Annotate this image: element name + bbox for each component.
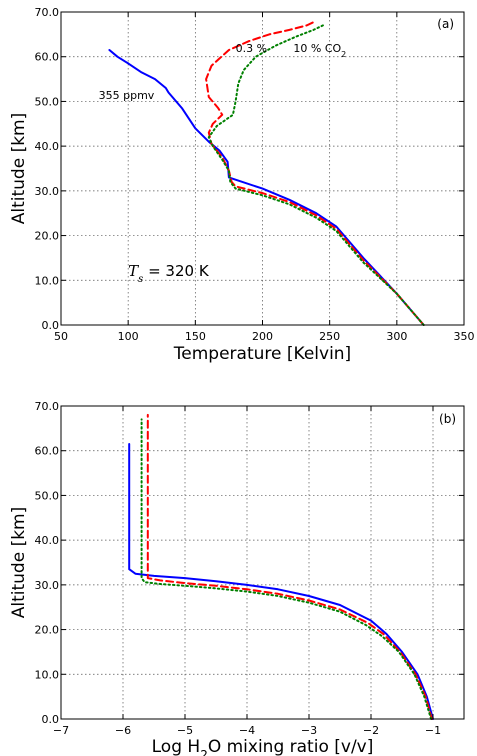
panel-b-xtick-label: −5	[177, 724, 193, 737]
annotation-0-3-percent: 0.3 %	[236, 42, 267, 55]
panel-a-ytick-label: 50.0	[35, 95, 60, 108]
panel-a-xtick-label: 200	[252, 330, 273, 343]
panel-b-ytick-label: 20.0	[35, 624, 60, 637]
panel-a-series	[108, 19, 425, 326]
panel-a-xtick-label: 100	[118, 330, 139, 343]
panel-a: 50 100 150 200 250 300 350 0.0 10.0 20.0 30.0 40.0 5…	[9, 6, 475, 364]
panel-a-ytick-label: 10.0	[35, 274, 60, 287]
panel-a-ytick-label: 0.0	[42, 319, 60, 332]
panel-a-label: (a)	[437, 17, 454, 31]
panel-b-ytick-label: 50.0	[35, 489, 60, 502]
panel-b-ytick-label: 30.0	[35, 579, 60, 592]
panel-a-xtick-label: 350	[454, 330, 475, 343]
panel-b-ticks: −7 −6 −5 −4 −3 −2 −1 0.0 10.0 20.0 30.0 40.0 50.0 60.…	[35, 400, 464, 737]
panel-b-series-dashed-line	[146, 413, 433, 720]
panel-b-ytick-label: 10.0	[35, 668, 60, 681]
panel-a-ytick-label: 40.0	[35, 140, 60, 153]
panel-b-ytick-label: 0.0	[42, 713, 60, 726]
panel-a-xtick-label: 50	[54, 330, 68, 343]
panel-b-xtick-label: −1	[425, 724, 441, 737]
panel-b-xlabel: Log H2O mixing ratio [v/v]	[152, 737, 374, 756]
annotation-10-percent-co2: 10 % CO2	[293, 42, 346, 59]
panel-a-ytick-label: 60.0	[35, 51, 60, 64]
panel-b-xtick-label: −2	[363, 724, 379, 737]
panel-a-xtick-label: 250	[319, 330, 340, 343]
panel-b-ylabel: Altitude [km]	[9, 507, 29, 619]
panel-b-ytick-label: 70.0	[35, 400, 60, 413]
panel-a-ytick-label: 30.0	[35, 185, 60, 198]
annotation-355-ppmv: 355 ppmv	[99, 89, 155, 102]
annotation-surface-temperature: Ts = 320 K	[128, 262, 210, 285]
panel-b-xtick-label: −7	[53, 724, 69, 737]
panel-b-ytick-label: 40.0	[35, 534, 60, 547]
panel-b-series	[128, 413, 434, 720]
panel-b-xtick-label: −6	[115, 724, 131, 737]
panel-a-ylabel: Altitude [km]	[9, 113, 29, 225]
panel-a-ytick-label: 20.0	[35, 230, 60, 243]
panel-b: −7 −6 −5 −4 −3 −2 −1 0.0 10.0 20.0 30.0 40.0 50.0 60.…	[9, 400, 465, 756]
panel-b-grid	[60, 405, 464, 720]
panel-a-series-dashed-line	[205, 19, 425, 326]
panel-a-series-solid-line	[108, 49, 425, 326]
panel-a-series-dotted-line	[207, 24, 425, 326]
panel-a-ytick-label: 70.0	[35, 6, 60, 19]
panel-a-xtick-label: 300	[386, 330, 407, 343]
panel-a-xlabel: Temperature [Kelvin]	[173, 344, 351, 364]
panel-b-frame	[60, 405, 465, 720]
panel-a-ticks: 50 100 150 200 250 300 350 0.0 10.0 20.0 30.0 40.0 5…	[35, 6, 475, 343]
panel-b-xtick-label: −4	[239, 724, 255, 737]
panel-b-series-solid-line	[128, 443, 434, 720]
panel-b-label: (b)	[439, 412, 456, 426]
panel-b-xtick-label: −3	[301, 724, 317, 737]
panel-b-series-dotted-line	[140, 418, 433, 720]
panel-a-annotations: 0.3 % 10 % CO2 355 ppmv Ts = 320 K	[99, 42, 347, 284]
panel-b-ytick-label: 60.0	[35, 445, 60, 458]
panel-a-xtick-label: 150	[185, 330, 206, 343]
